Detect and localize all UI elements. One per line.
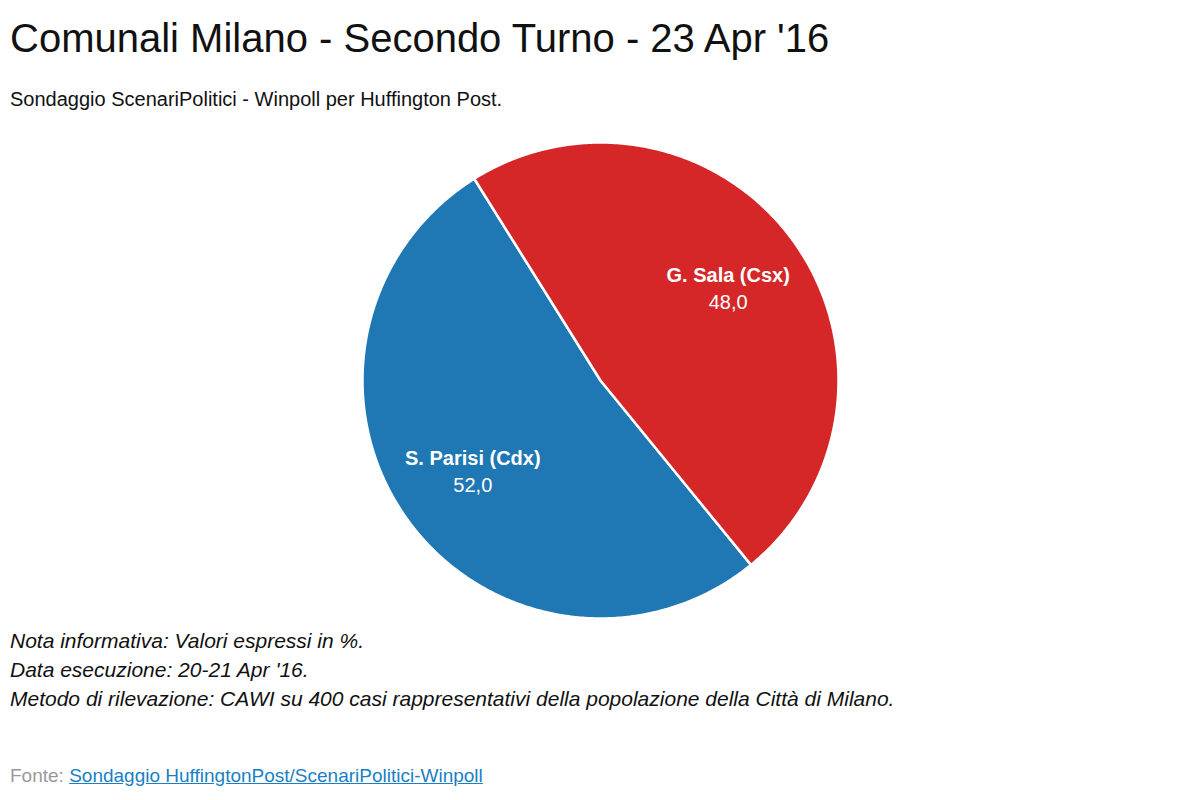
svg-text:48,0: 48,0 <box>709 291 748 313</box>
svg-text:S. Parisi (Cdx): S. Parisi (Cdx) <box>405 447 541 469</box>
html-text:Fonte: Sondaggio HuffingtonPos: Fonte: Sondaggio HuffingtonPost/ScenariP… <box>10 765 483 786</box>
html-text:Nota informativa: Valori espre: Nota informativa: Valori espressi in %. <box>10 629 364 652</box>
html-text:Metodo di rilevazione: CAWI su: Metodo di rilevazione: CAWI su 400 casi … <box>10 687 895 710</box>
svg-text:52,0: 52,0 <box>453 474 492 496</box>
html-text:Comunali Milano - Secondo Turn: Comunali Milano - Secondo Turno - 23 Apr… <box>10 16 830 60</box>
svg-text:G. Sala (Csx): G. Sala (Csx) <box>666 264 789 286</box>
html-text:Sondaggio ScenariPolitici - Wi: Sondaggio ScenariPolitici - Winpoll per … <box>10 88 503 110</box>
html-text:Data esecuzione: 20-21 Apr '16: Data esecuzione: 20-21 Apr '16. <box>10 658 309 681</box>
